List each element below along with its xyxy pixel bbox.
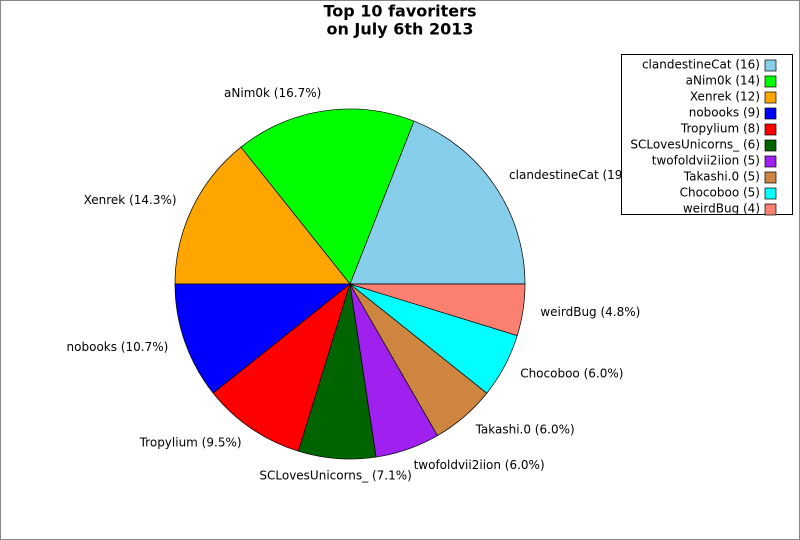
pie-slice [174,283,352,394]
legend-label: Tropylium (8) [680,122,760,136]
chart-title: Top 10 favoriters [323,2,476,21]
legend-label: clandestineCat (16) [642,58,760,72]
legend-label: Takashi.0 (5) [683,170,760,184]
slice-label: twofoldvii2iion (6.0%) [414,458,545,472]
pie-slice [349,120,526,285]
slice-label: Takashi.0 (6.0%) [475,422,575,436]
pie-slice [240,108,415,285]
legend-swatch [764,155,777,168]
pie-slice [212,283,351,452]
legend-swatch [764,107,777,120]
legend-swatch [764,59,777,72]
slice-label: Chocoboo (6.0%) [520,366,623,380]
legend-label: Chocoboo (5) [680,186,760,200]
legend-swatch [764,171,777,184]
legend-label: SCLovesUnicorns_ (6) [630,138,760,152]
legend-swatch [764,203,777,216]
legend-label: twofoldvii2iion (5) [652,154,760,168]
slice-label: Xenrek (14.3%) [84,193,177,207]
slice-label: aNim0k (16.7%) [224,86,321,100]
legend-label: weirdBug (4) [683,202,760,216]
legend-swatch [764,91,777,104]
slice-label: SCLovesUnicorns_ (7.1%) [259,468,411,482]
legend-label: Xenrek (12) [690,90,760,104]
chart-title: on July 6th 2013 [326,20,473,39]
slice-label: Tropylium (9.5%) [139,436,242,450]
legend-swatch [764,187,777,200]
legend-label: aNim0k (14) [686,74,760,88]
slice-label: clandestineCat (19.0%) [509,168,650,182]
legend-swatch [764,123,777,136]
legend-label: nobooks (9) [689,106,760,120]
pie-slice [174,146,351,285]
pie-slice [349,283,526,337]
slice-label: nobooks (10.7%) [67,340,169,354]
legend-box [621,54,793,215]
legend-swatch [764,75,777,88]
slice-label: weirdBug (4.8%) [540,305,640,319]
legend-swatch [764,139,777,152]
